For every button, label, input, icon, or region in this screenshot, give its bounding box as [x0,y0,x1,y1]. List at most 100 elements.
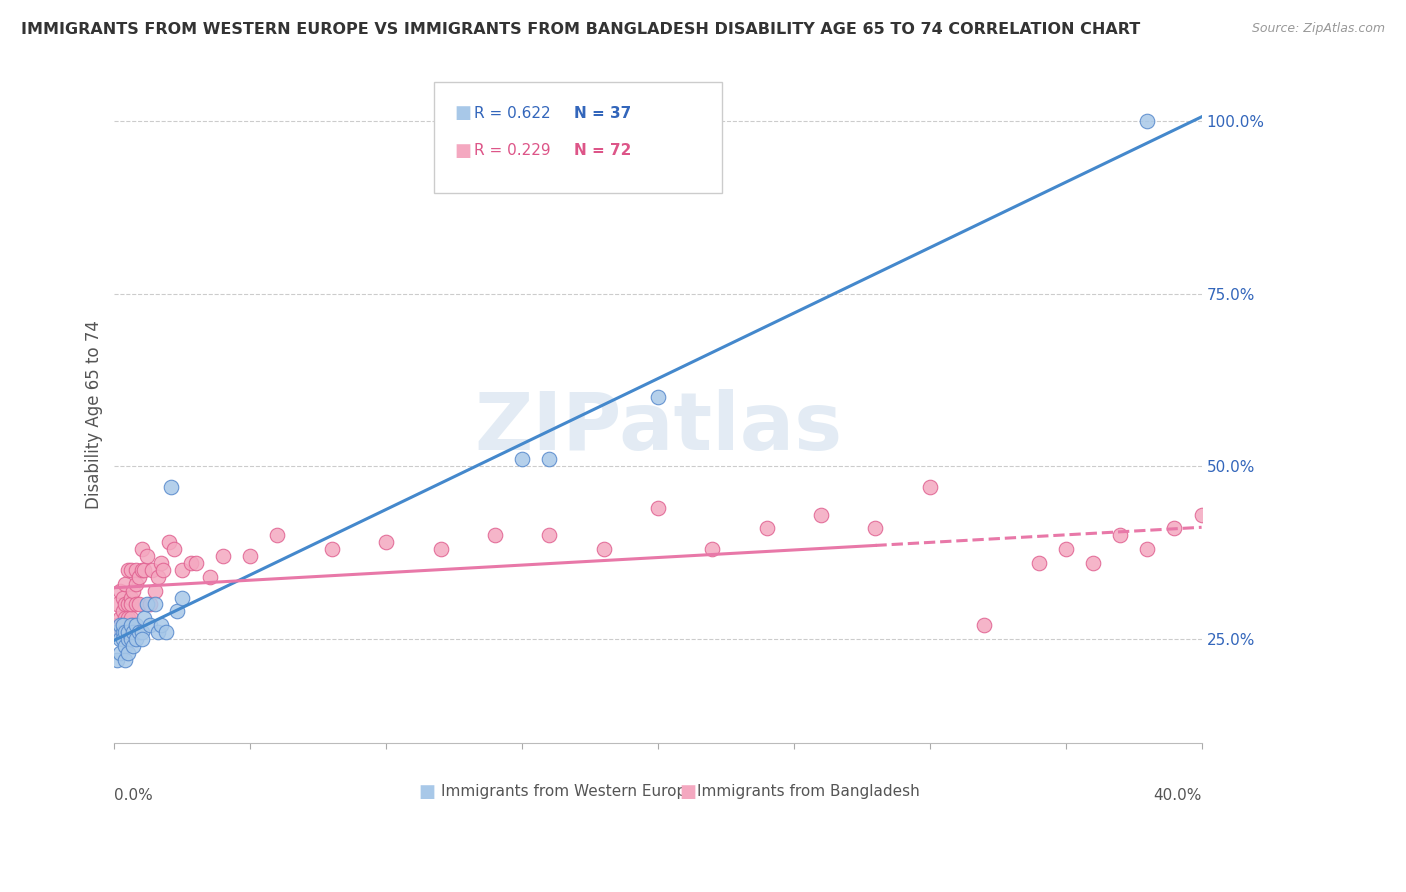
Point [1028,556,1050,570]
Point [155,625,177,640]
Text: ■: ■ [454,142,471,160]
Point [1299,549,1322,563]
Text: Immigrants from Western Europe: Immigrants from Western Europe [441,784,696,799]
Point [105,598,128,612]
Point [117,632,139,646]
Point [1081,556,1104,570]
Point [120,618,142,632]
Point [592,542,614,557]
Point [111,591,134,605]
Point [131,542,153,557]
Point [865,521,887,535]
Point [136,549,159,563]
Point [128,598,150,612]
Point [111,604,134,618]
Point [152,563,174,577]
Text: N = 72: N = 72 [574,143,631,158]
Point [108,646,131,660]
Point [1326,515,1348,529]
Point [1054,542,1077,557]
Point [538,528,561,542]
Text: ■: ■ [419,782,436,801]
Point [105,625,128,640]
Point [111,625,134,640]
Point [136,598,159,612]
Point [114,576,136,591]
Point [647,390,669,404]
Point [114,618,136,632]
Point [166,604,188,618]
Point [134,563,156,577]
Point [212,549,235,563]
Point [120,591,142,605]
Text: 40.0%: 40.0% [1153,789,1202,804]
Text: R = 0.229: R = 0.229 [474,143,551,158]
Point [114,625,136,640]
Point [139,618,162,632]
Text: 0.0%: 0.0% [114,789,153,804]
Point [149,556,172,570]
Point [1244,521,1267,535]
Point [146,570,169,584]
Point [131,625,153,640]
Point [810,508,832,522]
Point [180,556,202,570]
Point [134,611,156,625]
Point [131,563,153,577]
Point [157,535,180,549]
Point [108,625,131,640]
Point [114,639,136,653]
Point [160,480,183,494]
Point [143,598,166,612]
Point [321,542,343,557]
Point [510,452,533,467]
Point [163,542,186,557]
Point [125,576,148,591]
Point [184,556,207,570]
Point [111,618,134,632]
Point [122,618,145,632]
Point [266,528,288,542]
Point [117,618,139,632]
Text: ■: ■ [454,104,471,122]
Point [755,521,778,535]
Point [484,528,506,542]
Point [114,653,136,667]
Point [538,452,561,467]
Point [198,570,221,584]
Text: ZIPatlas: ZIPatlas [474,389,842,467]
Text: IMMIGRANTS FROM WESTERN EUROPE VS IMMIGRANTS FROM BANGLADESH DISABILITY AGE 65 T: IMMIGRANTS FROM WESTERN EUROPE VS IMMIGR… [21,22,1140,37]
Point [117,598,139,612]
Point [139,598,162,612]
Point [117,625,139,640]
Text: ■: ■ [679,782,697,801]
Point [146,625,169,640]
Point [143,583,166,598]
Point [125,563,148,577]
Point [647,500,669,515]
Text: Immigrants from Bangladesh: Immigrants from Bangladesh [696,784,920,799]
Point [1163,521,1185,535]
Point [114,598,136,612]
Point [117,646,139,660]
Point [122,639,145,653]
Point [125,618,148,632]
Text: N = 37: N = 37 [574,105,631,120]
Point [117,611,139,625]
Point [1218,535,1240,549]
Point [973,618,995,632]
Y-axis label: Disability Age 65 to 74: Disability Age 65 to 74 [86,320,103,509]
Point [429,542,451,557]
Point [149,618,172,632]
Point [1109,528,1132,542]
Point [108,611,131,625]
Point [105,625,128,640]
Point [918,480,941,494]
Point [125,598,148,612]
Point [117,563,139,577]
Point [702,542,724,557]
Text: Source: ZipAtlas.com: Source: ZipAtlas.com [1251,22,1385,36]
Point [1191,508,1213,522]
Point [125,632,148,646]
Point [111,618,134,632]
